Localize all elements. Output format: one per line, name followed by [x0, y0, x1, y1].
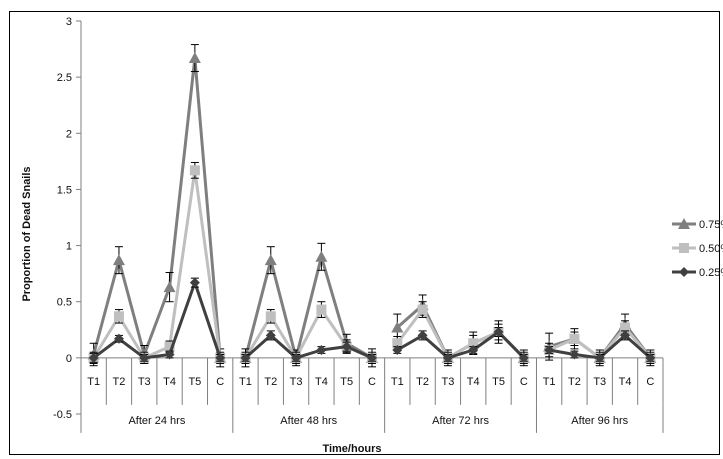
diamond-marker — [316, 344, 327, 355]
y-tick-label: 3 — [66, 16, 72, 28]
diamond-marker — [518, 352, 529, 363]
category-label: T2 — [416, 376, 429, 388]
category-label: T1 — [543, 376, 556, 388]
square-marker — [189, 165, 200, 176]
category-label: C — [368, 376, 376, 388]
series-line — [244, 333, 373, 360]
triangle-marker — [678, 218, 690, 229]
category-label: T5 — [188, 376, 201, 388]
category-label: T4 — [467, 376, 480, 388]
category-label: T2 — [264, 376, 277, 388]
category-label: T5 — [340, 376, 353, 388]
category-label: T4 — [163, 376, 176, 388]
square-marker — [569, 333, 580, 344]
series-line — [396, 330, 525, 360]
diamond-marker — [569, 349, 580, 360]
diamond-marker — [341, 341, 352, 352]
category-label: T5 — [492, 376, 505, 388]
diamond-marker — [265, 330, 276, 341]
x-axis-title: Time/hours — [322, 443, 381, 455]
triangle-marker — [264, 254, 277, 266]
category-label: C — [520, 376, 528, 388]
square-marker — [164, 341, 175, 352]
series-0-25pct — [88, 277, 656, 363]
y-tick-label: 1 — [66, 241, 72, 253]
category-label: C — [216, 376, 224, 388]
legend-label: 0.50% — [699, 243, 723, 255]
diamond-marker — [679, 267, 689, 277]
diamond-marker — [164, 349, 175, 360]
diamond-marker — [417, 330, 428, 341]
diamond-marker — [139, 352, 150, 363]
series-layer — [87, 44, 657, 368]
legend-item: 0.50% — [672, 243, 723, 255]
triangle-marker — [163, 281, 176, 293]
diamond-marker — [392, 344, 403, 355]
square-marker — [113, 311, 124, 322]
diamond-marker — [468, 344, 479, 355]
square-marker — [620, 322, 631, 333]
diamond-marker — [189, 277, 200, 288]
axes: 3 2.5 2 1.5 1 0.5 0 -0.5 After 24 hrs After 48 hr… — [53, 16, 664, 433]
legend-item: 0.25% — [672, 267, 723, 279]
y-axis-title: Proportion of Dead Snails — [21, 166, 33, 301]
series-line — [92, 56, 222, 358]
diamond-marker — [215, 352, 226, 363]
group-label: After 72 hrs — [432, 415, 489, 427]
triangle-marker — [112, 254, 125, 266]
square-marker — [468, 338, 479, 349]
diamond-marker — [291, 352, 302, 363]
legend-label: 0.25% — [699, 267, 723, 279]
legend: 0.75% 0.50% 0.25% — [672, 218, 723, 279]
y-tick-label: 2.5 — [57, 72, 72, 84]
series-line — [92, 168, 222, 360]
group-label: After 96 hrs — [571, 415, 628, 427]
square-marker — [679, 243, 689, 253]
triangle-marker — [315, 250, 328, 262]
category-label: T3 — [593, 376, 606, 388]
category-label: T3 — [138, 376, 151, 388]
square-marker — [316, 304, 327, 315]
square-marker — [417, 304, 428, 315]
legend-label: 0.75% — [699, 219, 723, 231]
group-label: After 48 hrs — [280, 415, 337, 427]
diamond-marker — [544, 344, 555, 355]
y-tick-label: 1.5 — [57, 184, 72, 196]
category-label: T2 — [113, 376, 126, 388]
y-tick-label: 2 — [66, 128, 72, 140]
triangle-marker — [391, 321, 404, 333]
category-label: T4 — [315, 376, 328, 388]
diamond-marker — [442, 352, 453, 363]
triangle-marker — [188, 52, 201, 64]
category-label: T3 — [441, 376, 454, 388]
category-label: T4 — [619, 376, 632, 388]
legend-item: 0.75% — [672, 218, 723, 231]
category-label: T3 — [290, 376, 303, 388]
diamond-marker — [88, 352, 99, 363]
category-label: T1 — [87, 376, 100, 388]
series-line — [92, 281, 222, 360]
y-tick-label: 0 — [66, 353, 72, 365]
diamond-marker — [367, 352, 377, 363]
diamond-marker — [645, 352, 656, 363]
group-label: After 24 hrs — [128, 415, 185, 427]
diamond-marker — [620, 330, 631, 341]
chart-frame — [9, 11, 720, 455]
category-label: T2 — [568, 376, 581, 388]
category-label: T1 — [239, 376, 252, 388]
category-label: T1 — [391, 376, 404, 388]
series-line — [396, 308, 525, 360]
category-label: C — [646, 376, 654, 388]
square-marker — [265, 311, 276, 322]
diamond-marker — [493, 327, 504, 338]
diamond-marker — [594, 352, 605, 363]
diamond-marker — [113, 333, 124, 344]
y-tick-label: -0.5 — [53, 409, 72, 421]
square-marker — [392, 338, 403, 349]
y-tick-label: 0.5 — [57, 297, 72, 309]
diamond-marker — [240, 352, 251, 363]
